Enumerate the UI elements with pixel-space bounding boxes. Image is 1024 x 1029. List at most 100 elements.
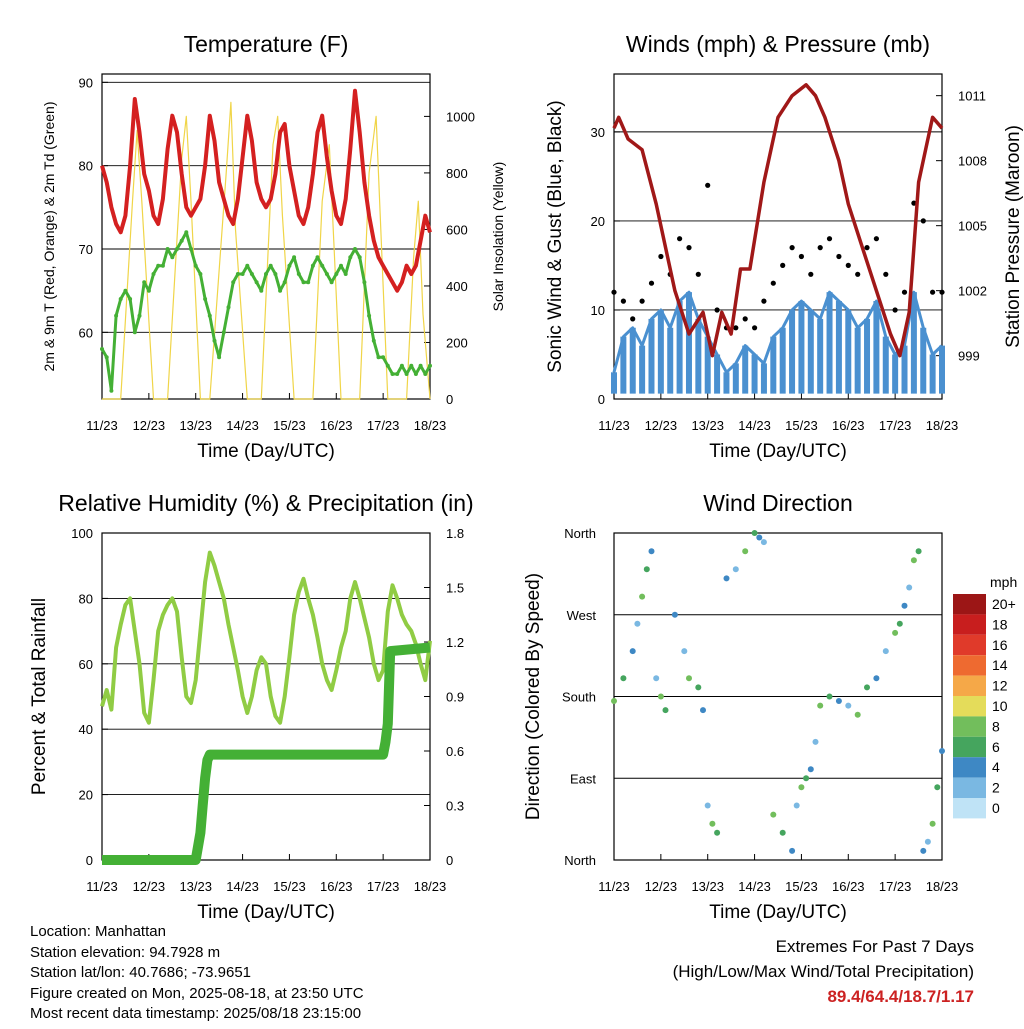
speed-colorbar: mph 20+ 18 16 14 12 10 8 6 4 2 0 [953, 574, 1017, 819]
y-tick-label: North [564, 526, 596, 541]
dewpoint-point [296, 272, 301, 276]
gust-point [864, 245, 870, 251]
dewpoint-point [123, 288, 128, 293]
solar-line [102, 101, 431, 400]
temperature-line [100, 88, 432, 293]
dewpoint-point [324, 272, 329, 276]
x-tick-label: 14/23 [738, 879, 771, 894]
legend-swatch [953, 675, 986, 696]
x-tick-label: 18/23 [414, 879, 447, 894]
x-tick-label: 15/23 [785, 418, 818, 433]
x-tick-label: 12/23 [645, 418, 678, 433]
y-right-axis-label: Solar Insolation (Yellow) [490, 162, 506, 312]
dewpoint-point [221, 330, 226, 335]
gust-point [883, 271, 889, 277]
x-tick-label: 18/23 [414, 418, 447, 433]
dewpoint-point [240, 272, 245, 276]
dewpoint-point [114, 313, 119, 318]
x-tick-label: 13/23 [179, 418, 212, 433]
plot-frame [101, 73, 431, 400]
gust-point [798, 253, 805, 260]
x-tick-label: 11/23 [86, 418, 118, 433]
dewpoint-point [146, 288, 151, 293]
x-axis-label: Time (Day/UTC) [709, 441, 847, 462]
y-right-tick-label: 0.6 [446, 744, 464, 759]
dewpoint-point [179, 238, 184, 243]
dewpoint-point [353, 247, 357, 251]
legend-title: mph [990, 574, 1017, 590]
gust-point [901, 289, 908, 295]
gust-point [686, 245, 692, 251]
y-tick-label: 10 [591, 303, 605, 318]
gust-point [752, 325, 758, 331]
station-latlon: Station lat/lon: 40.7686; -73.9651 [30, 964, 252, 981]
direction-point [906, 584, 913, 591]
gust-point [873, 236, 880, 242]
y-right-tick-label: 0 [446, 853, 453, 868]
y-right-tick-label: 1011 [958, 89, 986, 104]
dewpoint-point [371, 338, 376, 343]
x-axis-label: Time (Day/UTC) [709, 902, 847, 923]
direction-point [700, 707, 706, 714]
direction-point [723, 575, 730, 582]
dewpoint-point [193, 263, 198, 268]
chart-title: Wind Direction [703, 490, 853, 516]
direction-point [742, 548, 749, 555]
dewpoint-point [128, 297, 133, 301]
gust-point [695, 271, 701, 277]
dewpoint-point [362, 280, 367, 285]
y-tick-label: 80 [79, 591, 93, 606]
gust-point [826, 236, 833, 242]
y-tick-label: North [564, 853, 596, 868]
dewpoint-point [315, 255, 320, 260]
x-tick-label: 14/23 [738, 418, 771, 433]
direction-point [695, 684, 702, 691]
legend-label: 6 [992, 739, 1000, 755]
dewpoint-point [160, 263, 165, 268]
dewpoint-point [278, 288, 283, 293]
dewpoint-point [264, 272, 268, 276]
gust-point [770, 280, 776, 286]
gust-point [714, 307, 720, 313]
x-tick-label: 13/23 [179, 879, 212, 894]
gust-point [677, 236, 683, 242]
gust-point [817, 245, 823, 251]
legend-label: 2 [992, 780, 1000, 796]
legend-label: 16 [992, 637, 1008, 653]
dewpoint-point [409, 363, 414, 368]
x-tick-label: 11/23 [86, 879, 118, 894]
direction-point [704, 802, 711, 809]
dewpoint-point [226, 305, 231, 310]
y-tick-label: West [567, 608, 597, 623]
direction-point [629, 648, 636, 655]
direction-point [845, 702, 852, 709]
x-tick-label: 16/23 [832, 418, 865, 433]
humidity-precip-panel: Relative Humidity (%) & Precipitation (i… [29, 490, 474, 923]
direction-point [873, 675, 880, 682]
dewpoint-point [165, 247, 170, 251]
dewpoint-point [399, 363, 404, 368]
extremes-subtitle: (High/Low/Max Wind/Total Precipitation) [672, 962, 974, 981]
dewpoint-point [343, 272, 348, 276]
legend-swatch [953, 594, 986, 615]
y-right-tick-label: 0.9 [446, 690, 464, 705]
dewpoint-point [428, 363, 432, 368]
y-tick-label: 100 [71, 526, 93, 541]
dewpoint-point [189, 247, 193, 251]
gust-point [836, 253, 842, 260]
direction-point [779, 829, 786, 836]
direction-point [751, 530, 758, 536]
direction-point [709, 820, 716, 827]
direction-point [648, 548, 655, 555]
y-tick-label: 20 [79, 788, 93, 803]
chart-title: Temperature (F) [184, 31, 349, 57]
dewpoint-point [390, 372, 395, 376]
dewpoint-point [282, 280, 287, 285]
dewpoint-point [118, 297, 123, 301]
dewpoint-point [156, 263, 161, 268]
direction-point [714, 829, 721, 836]
y-right-tick-label: 200 [446, 335, 468, 350]
pressure-line [612, 83, 944, 358]
y-right-tick-label: 1005 [958, 219, 987, 234]
